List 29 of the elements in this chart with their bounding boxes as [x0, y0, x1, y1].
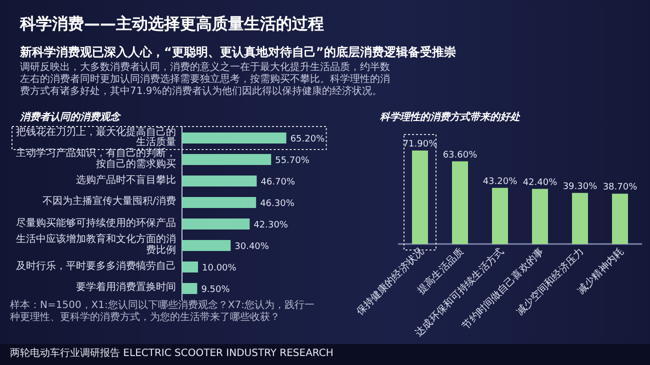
data-label: 46.30%: [260, 199, 295, 209]
text: 两轮电动车行业调研报告 ELECTRIC SCOOTER INDUSTRY RESEARCH: [10, 348, 334, 360]
y-tick-label: 把钱花在刀刃上，最大化提高自己的生活质量: [15, 126, 176, 148]
y-tick-label: 要学着用消费置换时间: [75, 282, 176, 294]
y-tick-label: 生活中应该增加教育和文化方面的消费比例: [15, 234, 176, 256]
data-label: 55.70%: [275, 156, 310, 166]
data-label: 42.40%: [522, 178, 558, 188]
data-label: 43.20%: [482, 176, 518, 187]
text: 科学消费——主动选择更高质量生活的过程: [20, 14, 324, 35]
y-tick-label: 主动学习产品知识，有自己的判断，按自己的需求购买: [15, 148, 176, 170]
chart-title: 科学理性的消费方式带来的好处: [380, 110, 520, 124]
y-tick-label: 选购产品时不盲目攀比: [75, 174, 176, 186]
data-label: 30.40%: [234, 242, 270, 252]
data-label: 71.90%: [402, 140, 438, 150]
y-tick-label: 尽量购买能够可持续使用的环保产品: [15, 218, 176, 229]
data-label: 10.00%: [202, 264, 237, 274]
data-label: 39.30%: [562, 182, 598, 192]
y-tick-label: 及时行乐，平时要多多消费犒劳自己: [15, 260, 176, 272]
text: 调研反映出，大多数消费者认同，消费的意义之一在于最大化提升生活品质，约半数左右的消费者同时更加认同消费选择需要独立思考，按需购买不攀比。科学理性的消费方式有诸多好处，其中71.9%的消费者认为他们因此得以保持健康的经济状况。: [20, 62, 390, 98]
text: 消费者认同的消费观念: [20, 110, 120, 124]
data-label: 42.30%: [254, 220, 288, 230]
data-label: 46.70%: [260, 178, 296, 188]
text: 新科学消费观已深入人心，“更聪明、更认真地对待自己”的底层消费逻辑备受推崇: [20, 44, 457, 61]
y-tick-label: 不因为主播宣传大量囤积/消费: [42, 196, 176, 208]
data-label: 65.20%: [290, 134, 326, 144]
data-label: 9.50%: [201, 285, 230, 295]
annotation: 样本：N=1500，X1:您认同以下哪些消费观念？X7:您认为，践行一种更理性、更科学的消费方式，为您的生活带来了哪些收获？: [10, 300, 316, 324]
data-label: 63.60%: [442, 150, 478, 160]
data-label: 38.70%: [602, 182, 638, 193]
